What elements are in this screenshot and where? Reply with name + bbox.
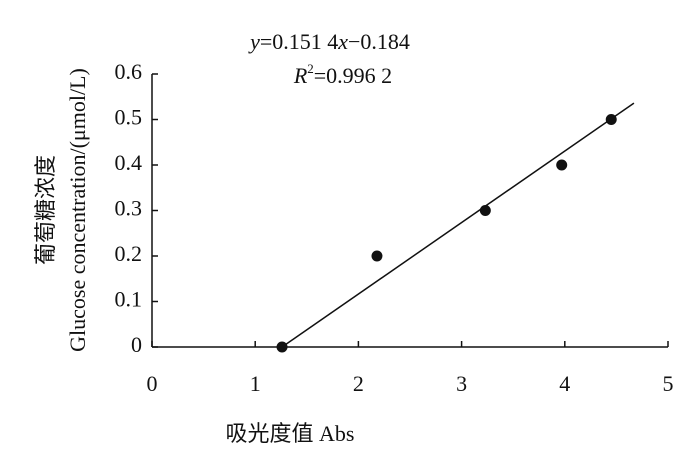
y-axis-label: Glucose concentration/(μmol/L) — [65, 68, 90, 352]
y-tick-label: 0.1 — [115, 287, 143, 312]
annotation-part: R — [293, 63, 308, 88]
point — [556, 159, 568, 171]
y-axis-label: 葡萄糖浓度 — [33, 155, 58, 265]
point — [371, 250, 383, 262]
x-tick-label: 2 — [353, 371, 364, 396]
annotation-part: =0.151 4 — [260, 29, 338, 54]
x-axis-label: 吸光度值 Abs — [226, 421, 355, 446]
annotation: R2=0.996 2 — [293, 61, 392, 88]
point — [605, 114, 617, 125]
y-tick-label: 0.2 — [115, 241, 143, 266]
x-tick-label: 0 — [147, 371, 158, 396]
point — [276, 341, 288, 353]
y-tick-label: 0 — [131, 332, 142, 357]
point — [479, 205, 491, 216]
y-tick-label: 0.6 — [115, 59, 143, 84]
annotation-part: y — [248, 29, 260, 54]
x-tick-label: 1 — [250, 371, 261, 396]
x-tick-label: 5 — [663, 371, 674, 396]
annotation-part: −0.184 — [348, 29, 410, 54]
y-tick-label: 0.5 — [115, 105, 143, 130]
fit-line — [281, 102, 635, 348]
annotation-part: =0.996 2 — [314, 63, 392, 88]
annotation-part: 2 — [307, 61, 314, 76]
y-tick-label: 0.3 — [115, 196, 143, 221]
annotation: y=0.151 4x−0.184 — [248, 29, 410, 54]
x-tick-label: 3 — [456, 371, 467, 396]
x-tick-label: 4 — [559, 371, 570, 396]
y-tick-label: 0.4 — [115, 150, 143, 175]
annotation-part: x — [337, 29, 348, 54]
